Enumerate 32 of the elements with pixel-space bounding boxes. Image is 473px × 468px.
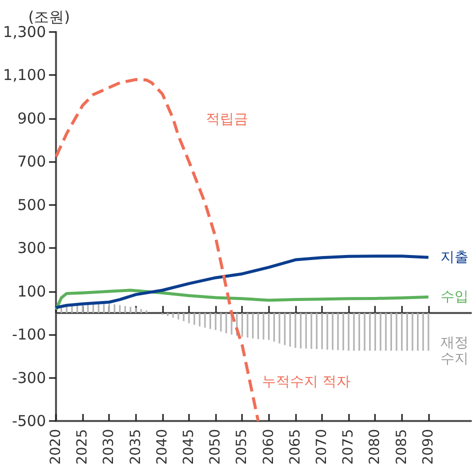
x-tick-label: 2040 (154, 429, 170, 465)
x-tick-label: 2035 (128, 429, 144, 465)
x-tick-label: 2030 (101, 429, 118, 465)
y-tick-label: 100 (17, 282, 46, 300)
series-label: 수입 (440, 288, 468, 305)
x-tick-label: 2045 (181, 429, 198, 465)
y-tick-label: -500 (12, 412, 46, 430)
y-tick-label: 900 (17, 109, 46, 128)
x-tick-label: 2065 (287, 429, 304, 465)
y-tick-label: 500 (17, 196, 46, 214)
x-tick-label: 2090 (420, 429, 436, 465)
text: 적립금 (206, 112, 248, 128)
series-label: 지출 (440, 249, 468, 266)
x-tick-label: 2070 (314, 429, 330, 465)
annotation: 누적수지 적자 (262, 374, 351, 390)
x-tick-label: 2020 (48, 429, 64, 465)
x-tick-label: 2050 (208, 429, 224, 465)
x-tick-label: 2080 (367, 429, 384, 465)
y-tick-label: 1,100 (3, 66, 46, 84)
line-series (54, 254, 430, 310)
y-tick-label: -100 (12, 326, 46, 344)
series-label: 재정수지 (440, 334, 468, 367)
line-series (54, 288, 430, 312)
x-tick-label: 2085 (394, 429, 410, 465)
x-tick-label: 2055 (234, 429, 250, 465)
x-tick-label: 2075 (340, 429, 357, 465)
x-tick-label: 2060 (260, 429, 277, 465)
y-tick-label: 300 (17, 239, 46, 258)
x-tick-label: 2025 (74, 429, 91, 465)
line-series (54, 78, 260, 422)
y-tick-label: 700 (17, 152, 46, 171)
y-tick-label: -300 (12, 368, 46, 387)
